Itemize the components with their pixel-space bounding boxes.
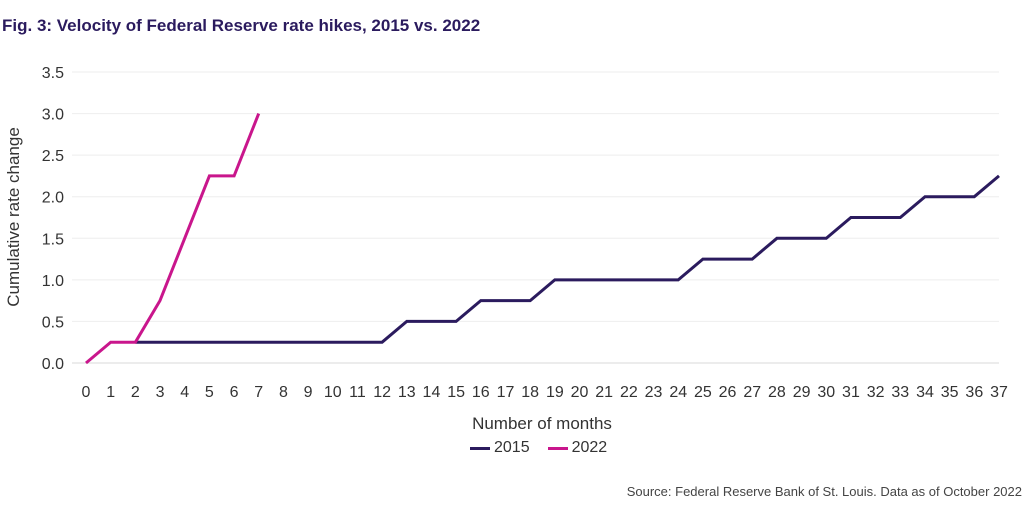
x-tick-label: 17 — [497, 384, 515, 401]
y-tick-label: 1.5 — [42, 231, 64, 248]
series-line-2022 — [85, 113, 261, 365]
x-tick-label: 9 — [304, 384, 313, 401]
x-tick-label: 3 — [156, 384, 165, 401]
y-axis-title: Cumulative rate change — [4, 127, 23, 307]
y-tick-label: 1.0 — [42, 273, 64, 290]
y-tick-label: 2.0 — [42, 190, 64, 207]
x-tick-label: 23 — [645, 384, 663, 401]
x-tick-label: 11 — [349, 384, 366, 401]
legend-item-2022: 2022 — [547, 439, 608, 457]
x-tick-label: 34 — [916, 384, 934, 401]
x-tick-label: 20 — [571, 384, 589, 401]
x-tick-label: 29 — [793, 384, 811, 401]
x-tick-label: 37 — [990, 384, 1008, 401]
x-tick-label: 24 — [669, 384, 687, 401]
x-tick-label: 21 — [595, 384, 613, 401]
x-tick-label: 25 — [694, 384, 712, 401]
x-tick-label: 18 — [521, 384, 539, 401]
x-tick-label: 2 — [131, 384, 140, 401]
x-tick-label: 15 — [447, 384, 465, 401]
x-tick-label: 31 — [842, 384, 860, 401]
x-axis-title: Number of months — [472, 414, 612, 433]
y-tick-label: 3.0 — [42, 107, 64, 124]
chart-title: Fig. 3: Velocity of Federal Reserve rate… — [2, 16, 481, 35]
x-tick-label: 28 — [768, 384, 786, 401]
gridlines — [72, 71, 999, 364]
legend-swatch-2015 — [470, 446, 490, 450]
x-tick-label: 0 — [82, 384, 91, 401]
y-tick-label: 3.5 — [42, 65, 64, 82]
x-tick-label: 5 — [205, 384, 214, 401]
x-axis-ticks: 0 1 2 3 4 5 6 7 8 9 10 11 12 13 14 15 16 17 18 19 20 21 22 23 24… — [82, 384, 1008, 401]
legend-item-2015: 2015 — [470, 439, 530, 457]
x-tick-label: 6 — [230, 384, 239, 401]
legend-label-2015: 2015 — [494, 439, 530, 456]
y-tick-label: 0.0 — [42, 356, 64, 373]
x-tick-label: 1 — [106, 384, 115, 401]
x-tick-label: 4 — [180, 384, 189, 401]
x-tick-label: 36 — [965, 384, 983, 401]
series-line-2015 — [135, 174, 1000, 344]
x-tick-label: 27 — [743, 384, 761, 401]
x-tick-label: 16 — [472, 384, 490, 401]
legend-label-2022: 2022 — [571, 439, 608, 456]
x-tick-label: 10 — [324, 384, 342, 401]
x-tick-label: 26 — [719, 384, 737, 401]
x-tick-label: 8 — [279, 384, 288, 401]
y-tick-label: 2.5 — [42, 148, 64, 165]
x-tick-label: 12 — [373, 384, 391, 401]
legend: 2015 2022 — [470, 439, 625, 457]
y-axis-ticks: 0.0 0.5 1.0 1.5 2.0 2.5 3.0 3.5 — [42, 65, 64, 373]
x-tick-label: 13 — [398, 384, 416, 401]
x-tick-label: 33 — [891, 384, 909, 401]
series-lines — [85, 113, 1000, 365]
x-tick-label: 30 — [817, 384, 835, 401]
x-tick-label: 19 — [546, 384, 564, 401]
y-tick-label: 0.5 — [42, 314, 64, 331]
x-tick-label: 32 — [867, 384, 885, 401]
legend-swatch-2022 — [547, 446, 568, 450]
source-note: Source: Federal Reserve Bank of St. Loui… — [626, 484, 1022, 499]
x-tick-label: 14 — [423, 384, 441, 401]
x-tick-label: 35 — [941, 384, 959, 401]
x-tick-label: 7 — [254, 384, 263, 401]
x-tick-label: 22 — [620, 384, 638, 401]
